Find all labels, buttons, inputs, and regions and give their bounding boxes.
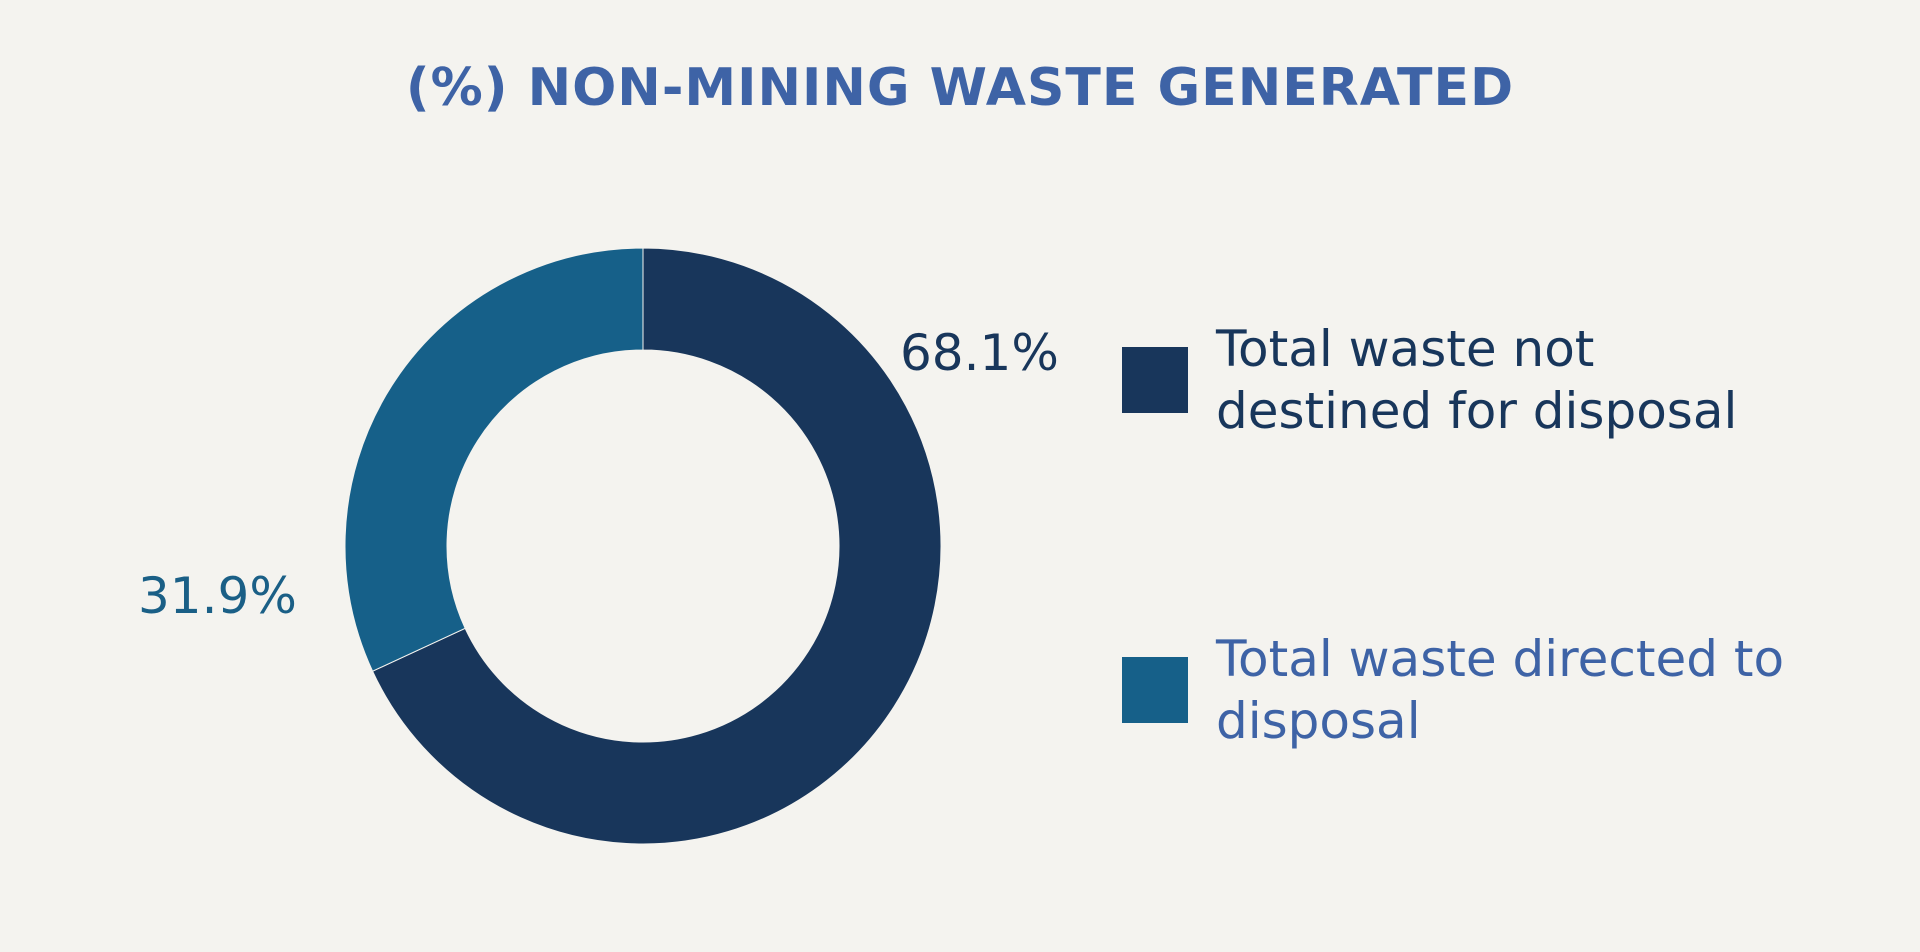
chart-title: (%) NON-MINING WASTE GENERATED [405,58,1515,118]
legend-label-directed-to-disposal: Total waste directed to disposal [1216,630,1785,750]
legend-swatch-directed-to-disposal [1122,657,1188,723]
legend-item-not-destined-for-disposal: Total waste not destined for disposal [1122,318,1882,442]
data-label-not-destined-for-disposal: 68.1% [900,324,1059,382]
donut-slice-not-destined-for-disposal [371,247,942,845]
donut-slice-directed-to-disposal [344,247,644,672]
data-label-directed-to-disposal: 31.9% [138,567,297,625]
legend-item-directed-to-disposal: Total waste directed to disposal [1122,628,1882,752]
donut-labels: 68.1% 31.9% [138,324,1059,625]
legend-swatch-not-destined-for-disposal [1122,347,1188,413]
donut-slices [344,247,942,845]
legend-label-not-destined-for-disposal: Total waste not destined for disposal [1216,320,1738,440]
